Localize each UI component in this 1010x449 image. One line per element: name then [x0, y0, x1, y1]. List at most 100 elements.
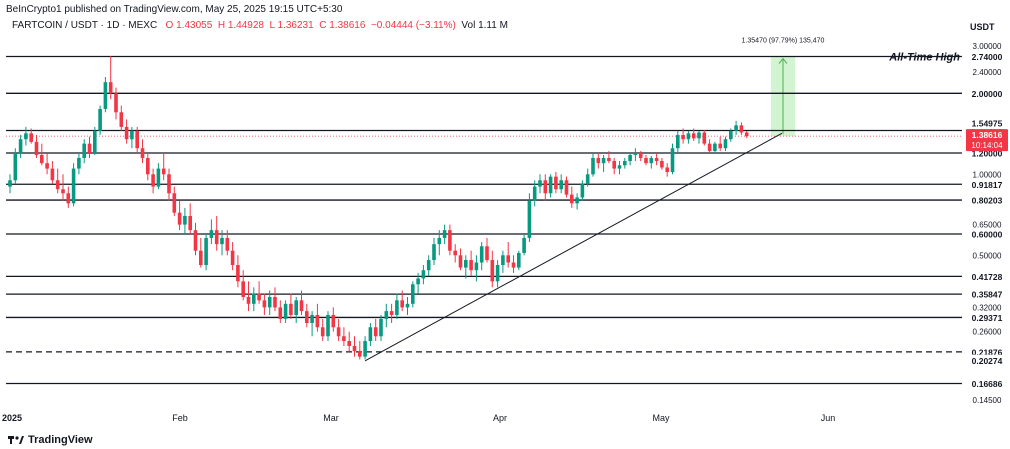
candle-body	[273, 296, 277, 308]
target-box-layer: 1.35470 (97.79%) 135,470	[742, 38, 825, 137]
candle-body	[331, 314, 336, 328]
change-value: −0.04444 (−3.11%)	[370, 20, 456, 31]
candle-body	[548, 176, 553, 194]
candle-body	[8, 180, 12, 187]
candle-body	[395, 300, 399, 315]
candle-body	[564, 180, 569, 195]
y-tick-label: 0.26000	[973, 328, 1002, 337]
candle-body	[66, 193, 71, 204]
candle-body	[527, 200, 532, 238]
candle-body	[236, 265, 240, 282]
candle-body	[252, 293, 256, 304]
candle-body	[437, 237, 442, 245]
level-9-tag: 0.29371	[972, 313, 1003, 323]
candle-body	[71, 168, 76, 204]
candle-body	[670, 148, 675, 172]
x-tick-label: Feb	[172, 413, 188, 423]
candle-body	[697, 132, 701, 139]
candle-body	[172, 193, 177, 213]
x-tick-label: Apr	[493, 413, 507, 423]
candle-body	[130, 130, 134, 140]
open-value: O 1.43055	[165, 20, 213, 31]
candle-body	[289, 303, 293, 315]
candle-body	[538, 180, 542, 187]
candle-body	[283, 303, 288, 319]
candle-body	[702, 132, 707, 144]
candle-body	[214, 230, 219, 245]
publisher-line: BeInCrypto1 published on TradingView.com…	[6, 4, 343, 15]
level-lines-layer: All-Time High	[6, 52, 962, 385]
candle-body	[638, 152, 643, 158]
level-0-tag-bg	[966, 50, 1008, 63]
candle-body	[342, 336, 346, 342]
candle-body	[739, 125, 744, 133]
candle-body	[734, 125, 738, 131]
level-5-tag: 0.80203	[972, 196, 1003, 206]
extra-0-tag: 1.54975	[972, 119, 1003, 129]
candle-body	[326, 314, 330, 337]
candle-body	[34, 141, 39, 155]
candle-body	[220, 237, 224, 245]
candle-body	[241, 281, 245, 297]
candle-body	[267, 296, 272, 308]
candle-body	[474, 262, 479, 271]
candle-body	[676, 134, 680, 149]
candle-body	[29, 133, 33, 142]
last-price-countdown: 10:14:04	[971, 141, 1003, 150]
candle-body	[686, 133, 691, 140]
level-0-tag: 2.74000	[972, 52, 1003, 62]
extra-1-tag: 0.20274	[972, 356, 1003, 366]
candle-body	[691, 133, 696, 139]
tradingview-brand[interactable]: TradingView	[28, 434, 93, 446]
footer: TradingView	[8, 434, 93, 446]
candle-body	[24, 133, 28, 140]
low-value: L 1.36231	[269, 20, 314, 31]
volume-value: Vol 1.11 M	[461, 20, 508, 31]
level-5-tag-bg	[966, 194, 1008, 207]
candle-body	[93, 130, 97, 153]
extra-1-tag-bg	[966, 354, 1008, 367]
candle-body	[50, 168, 55, 181]
candle-body	[209, 230, 214, 238]
candle-body	[665, 167, 669, 172]
candle-body	[108, 82, 113, 94]
candle-body	[177, 212, 182, 225]
candle-body	[405, 303, 410, 308]
currency-label[interactable]: USDT	[970, 22, 995, 32]
x-tick-label: Jun	[821, 413, 836, 423]
level-6-tag: 0.60000	[972, 229, 1003, 239]
candle-body	[585, 174, 590, 185]
level-10-tag: 0.16686	[972, 379, 1003, 389]
candle-body	[188, 215, 192, 231]
candle-body	[98, 108, 102, 131]
candle-body	[124, 126, 129, 140]
y-tick-label: 0.50000	[973, 251, 1002, 260]
candle-body	[389, 311, 394, 315]
candle-body	[501, 255, 505, 266]
level-1-tag: 2.00000	[972, 89, 1003, 99]
candle-body	[575, 197, 579, 204]
candle-body	[151, 174, 155, 187]
candle-body	[230, 250, 235, 266]
candle-body	[45, 163, 49, 169]
candle-body	[660, 161, 664, 168]
level-8-tag-bg	[966, 288, 1008, 301]
symbol-name[interactable]: FARTCOIN / USDT · 1D · MEXC	[12, 20, 158, 31]
level-9-tag-bg	[966, 311, 1008, 324]
candle-body	[448, 230, 452, 251]
candle-body	[347, 341, 351, 346]
price-axis-layer: 2.740002.000001.454541.200000.918170.802…	[966, 42, 1008, 405]
candle-body	[601, 157, 606, 164]
candle-body	[644, 157, 648, 164]
y-tick-label: 1.00000	[973, 170, 1002, 179]
candle-body	[278, 307, 283, 319]
candle-body	[167, 174, 171, 194]
candle-body	[543, 180, 548, 194]
candle-body	[257, 293, 261, 301]
candle-body	[612, 161, 616, 169]
candle-body	[469, 260, 473, 271]
candle-body	[649, 157, 654, 164]
candle-body	[464, 260, 468, 268]
candle-body	[199, 250, 203, 266]
